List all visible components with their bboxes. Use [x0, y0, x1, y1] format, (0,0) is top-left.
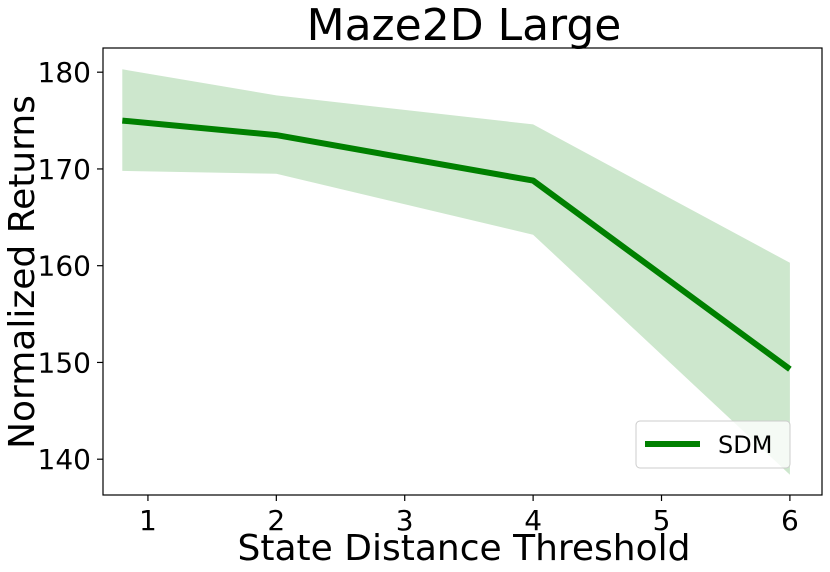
x-tick-label: 3 [396, 504, 414, 537]
y-axis-title: Normalized Returns [2, 95, 43, 449]
confidence-band [122, 69, 790, 475]
series-line-sdm [122, 117, 792, 372]
x-tick-label: 5 [653, 504, 671, 537]
y-axis: 140 150 160 170 180 [38, 56, 103, 476]
x-axis-title: State Distance Threshold [237, 528, 690, 569]
x-tick-label: 6 [781, 504, 799, 537]
y-tick-label: 160 [38, 250, 91, 283]
y-tick-label: 170 [38, 153, 91, 186]
legend[interactable]: SDM [635, 420, 791, 469]
x-tick-label: 4 [524, 504, 542, 537]
plot-area [102, 47, 823, 496]
x-tick-label: 2 [267, 504, 285, 537]
plot-frame [102, 47, 823, 496]
x-tick-label: 1 [139, 504, 157, 537]
y-tick-label: 180 [38, 56, 91, 89]
y-tick-label: 150 [38, 346, 91, 379]
chart-title: Maze2D Large [307, 0, 622, 51]
legend-box [635, 420, 791, 469]
legend-label-sdm: SDM [718, 431, 772, 459]
y-tick-label: 140 [38, 443, 91, 476]
x-axis: 1 2 3 4 5 6 [139, 495, 799, 537]
